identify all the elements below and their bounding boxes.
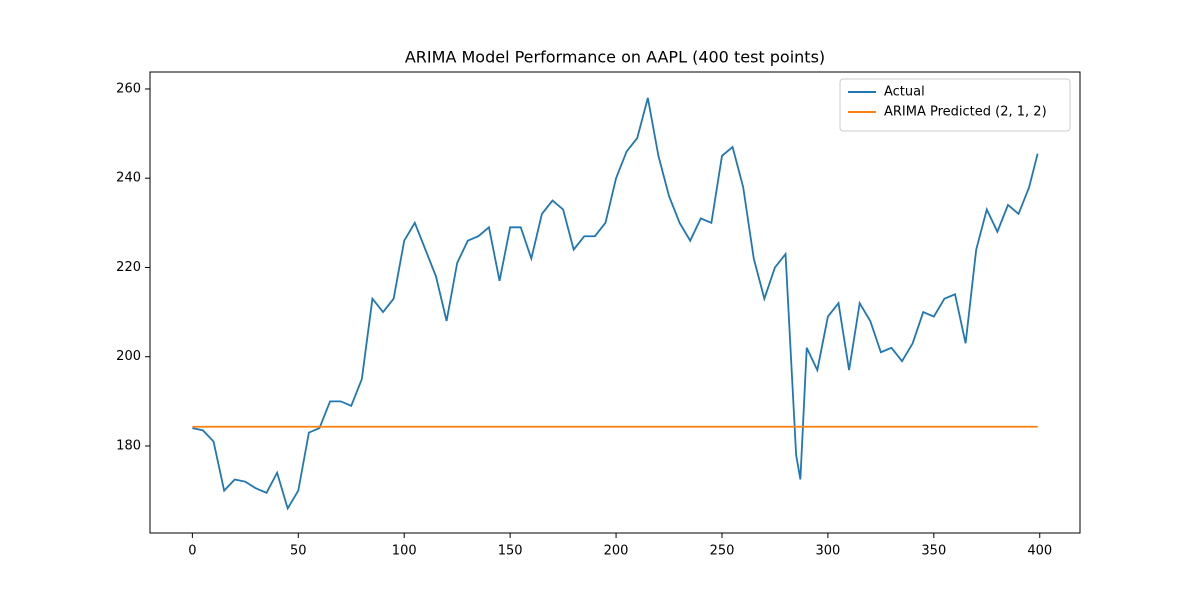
- legend-box: [839, 78, 1071, 132]
- x-tick-label: 50: [290, 544, 307, 559]
- y-tick-label: 240: [116, 171, 141, 186]
- y-tick-label: 220: [116, 260, 141, 275]
- x-tick-label: 250: [710, 544, 735, 559]
- x-tick-label: 200: [604, 544, 629, 559]
- plot-area: [149, 71, 1081, 534]
- x-tick-label: 350: [921, 544, 946, 559]
- y-tick-label: 200: [116, 349, 141, 364]
- chart-title: ARIMA Model Performance on AAPL (400 tes…: [405, 48, 825, 67]
- series-line: [192, 97, 1039, 511]
- x-tick-label: 0: [188, 544, 196, 559]
- x-tick-label: 300: [815, 544, 840, 559]
- y-tick-label: 180: [116, 438, 141, 453]
- x-tick-label: 400: [1027, 544, 1052, 559]
- legend-label: ARIMA Predicted (2, 1, 2): [884, 105, 1047, 120]
- legend-label: Actual: [884, 85, 925, 100]
- x-tick-label: 100: [392, 544, 417, 559]
- y-tick-label: 260: [116, 81, 141, 96]
- x-tick-label: 150: [498, 544, 523, 559]
